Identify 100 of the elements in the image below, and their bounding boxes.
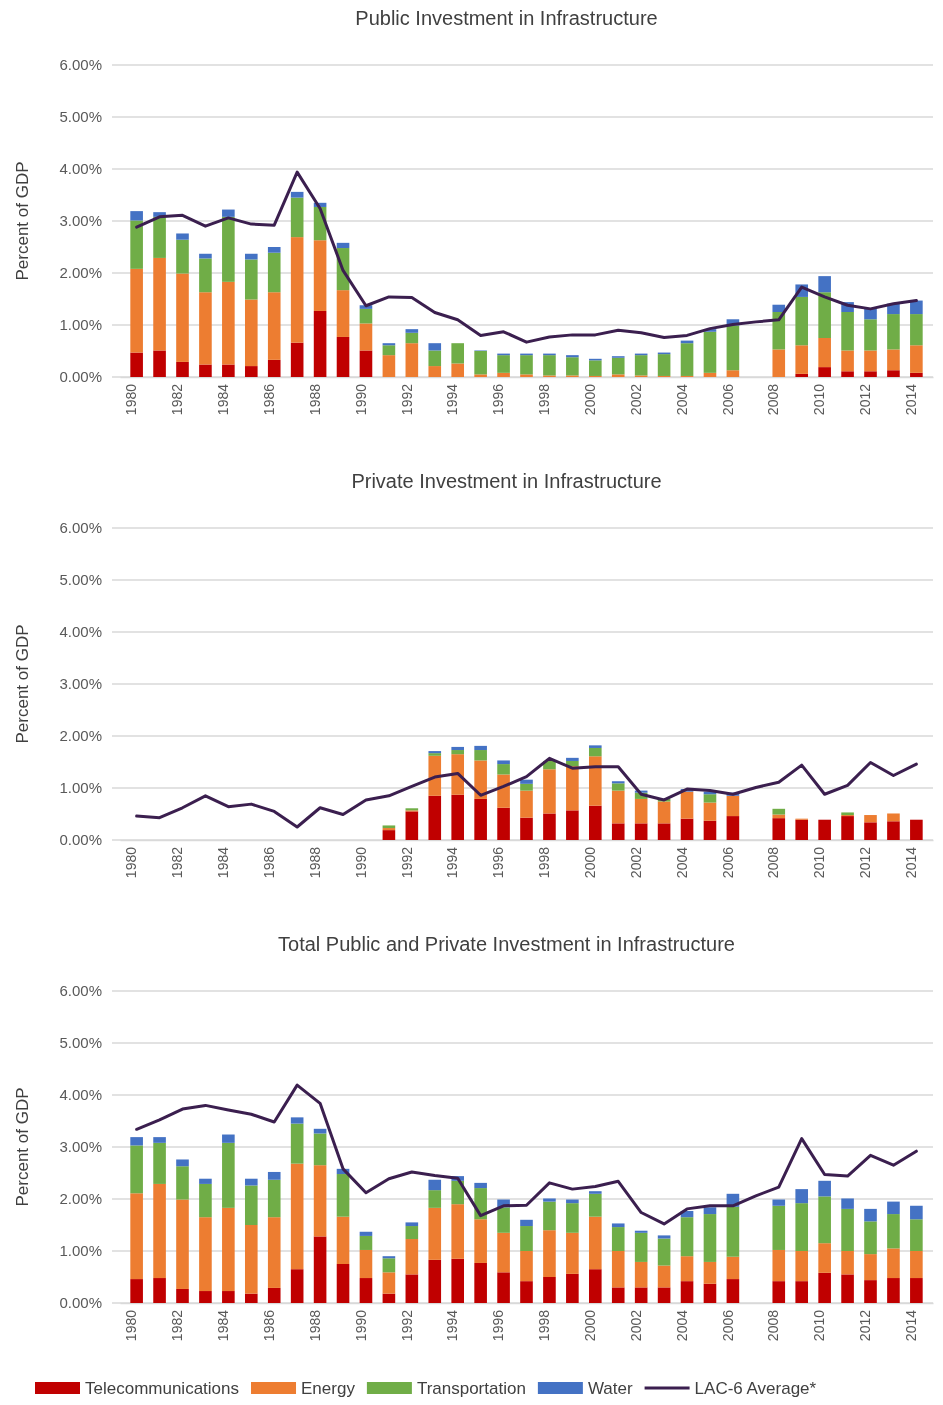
bar: [864, 350, 877, 372]
bar: [153, 350, 166, 377]
bar: [818, 292, 831, 338]
bar: [130, 220, 143, 269]
legend-label: Energy: [301, 1379, 356, 1398]
bar: [566, 766, 579, 811]
legend-label: Water: [587, 1379, 633, 1398]
bar: [497, 1272, 510, 1303]
bar: [703, 1214, 717, 1262]
bar: [887, 349, 900, 371]
y-tick-label: 3.00%: [59, 1138, 102, 1156]
bar: [359, 1231, 373, 1236]
bar: [634, 1230, 648, 1233]
bar: [726, 1256, 740, 1280]
bar: [703, 331, 717, 373]
x-tick-label: 1984: [215, 383, 232, 416]
y-tick-label: 2.00%: [59, 1190, 102, 1208]
bar: [588, 1191, 602, 1194]
bar: [130, 211, 143, 221]
bar: [474, 1219, 487, 1263]
bar: [588, 1216, 602, 1270]
bar: [520, 1251, 533, 1282]
x-tick-label: 2014: [903, 846, 920, 879]
bar: [199, 1183, 212, 1218]
x-tick-label: 2010: [811, 846, 828, 879]
chart-title: Private Investment in Infrastructure: [351, 470, 662, 492]
bar: [841, 350, 854, 372]
bar: [405, 1226, 419, 1240]
x-tick-label: 2002: [627, 1309, 644, 1342]
bar: [222, 1134, 235, 1143]
bar: [520, 1226, 533, 1251]
bar: [703, 794, 717, 803]
bar: [382, 355, 396, 377]
bar: [611, 1251, 625, 1288]
bar: [887, 1248, 900, 1279]
bar: [910, 1219, 923, 1251]
bar: [887, 813, 900, 822]
bar: [680, 1256, 694, 1282]
bar: [474, 750, 487, 761]
bar: [451, 363, 465, 377]
bar: [428, 343, 442, 351]
bar: [657, 801, 671, 824]
y-tick-label: 5.00%: [59, 1034, 102, 1052]
bar: [290, 1117, 304, 1124]
bar: [887, 1214, 900, 1249]
bar: [887, 821, 900, 840]
bar: [795, 1189, 809, 1204]
bar: [543, 769, 556, 814]
bar: [566, 1203, 579, 1233]
bar: [566, 810, 579, 840]
bar: [313, 1236, 327, 1303]
x-tick-label: 1984: [215, 1309, 232, 1342]
bar: [864, 1280, 877, 1303]
y-tick-label: 2.00%: [59, 264, 102, 282]
bar: [841, 371, 854, 377]
y-tick-label: 3.00%: [59, 675, 102, 693]
bar: [864, 1221, 877, 1255]
bar: [474, 760, 487, 799]
line-series: [135, 756, 918, 829]
bar: [887, 370, 900, 377]
bar: [428, 755, 442, 796]
bar: [566, 757, 579, 761]
y-tick-label: 6.00%: [59, 982, 102, 1000]
bar: [566, 1273, 579, 1303]
bar: [153, 257, 166, 351]
bar: [680, 1217, 694, 1257]
bar: [428, 1207, 442, 1260]
y-tick-label: 1.00%: [59, 1242, 102, 1260]
bar: [451, 794, 465, 840]
x-tick-label: 1996: [490, 383, 507, 416]
bar: [451, 754, 465, 795]
y-axis-title: Percent of GDP: [13, 1087, 32, 1207]
bar: [611, 1227, 625, 1251]
y-tick-label: 1.00%: [59, 779, 102, 797]
x-tick-label: 1982: [169, 383, 186, 416]
bar: [428, 1259, 442, 1303]
bar: [841, 1251, 854, 1275]
bar: [611, 357, 625, 375]
bar: [543, 813, 556, 840]
chart-title: Total Public and Private Investment in Infrastructure: [278, 933, 735, 955]
bar: [451, 1180, 465, 1205]
x-tick-label: 2006: [719, 846, 736, 879]
x-tick-label: 2000: [582, 846, 598, 879]
bar: [267, 1171, 281, 1180]
bar: [841, 1198, 854, 1209]
bar: [244, 1185, 258, 1225]
bar: [222, 1291, 235, 1303]
bar: [520, 1281, 533, 1303]
bar: [267, 252, 281, 293]
bar: [543, 1230, 556, 1277]
bar: [910, 314, 923, 346]
bar: [520, 790, 533, 818]
bar: [910, 1205, 923, 1220]
bar: [290, 1163, 304, 1270]
y-tick-label: 6.00%: [59, 56, 102, 74]
bar: [244, 259, 258, 300]
bar: [244, 366, 258, 377]
bar: [680, 343, 694, 376]
x-tick-label: 2012: [857, 383, 874, 416]
bar: [703, 1283, 717, 1303]
